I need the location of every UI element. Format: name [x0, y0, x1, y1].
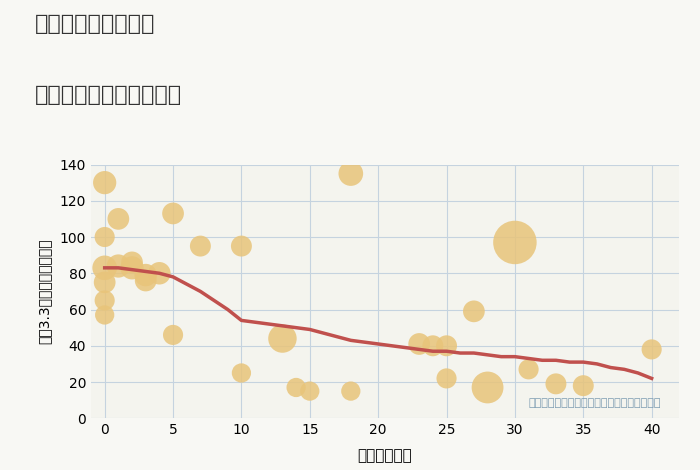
Text: 兵庫県姫路市六角の: 兵庫県姫路市六角の: [35, 14, 155, 34]
Point: [236, 243, 247, 250]
Point: [468, 307, 480, 315]
Point: [140, 271, 151, 279]
Point: [441, 375, 452, 382]
Point: [276, 335, 288, 342]
Point: [99, 233, 111, 241]
Point: [167, 210, 178, 217]
Point: [414, 340, 425, 348]
Point: [304, 387, 316, 395]
Y-axis label: 坪（3.3㎡）単価（万円）: 坪（3.3㎡）単価（万円）: [37, 239, 51, 344]
Point: [154, 269, 165, 277]
Point: [578, 382, 589, 390]
Point: [345, 170, 356, 177]
Point: [113, 215, 124, 223]
Point: [427, 342, 438, 350]
Point: [290, 384, 302, 391]
Point: [646, 345, 657, 353]
Point: [140, 277, 151, 284]
Text: 築年数別中古戸建て価格: 築年数別中古戸建て価格: [35, 85, 182, 105]
Point: [127, 264, 138, 272]
Point: [167, 331, 178, 339]
Point: [441, 342, 452, 350]
Point: [510, 239, 521, 246]
X-axis label: 築年数（年）: 築年数（年）: [358, 448, 412, 463]
Point: [195, 243, 206, 250]
Point: [99, 179, 111, 187]
Point: [236, 369, 247, 377]
Text: 円の大きさは、取引のあった物件面積を示す: 円の大きさは、取引のあった物件面積を示す: [529, 398, 662, 408]
Point: [550, 380, 561, 388]
Point: [99, 279, 111, 286]
Point: [345, 387, 356, 395]
Point: [482, 384, 493, 391]
Point: [99, 297, 111, 304]
Point: [127, 258, 138, 266]
Point: [99, 264, 111, 272]
Point: [523, 366, 534, 373]
Point: [113, 262, 124, 270]
Point: [99, 311, 111, 319]
